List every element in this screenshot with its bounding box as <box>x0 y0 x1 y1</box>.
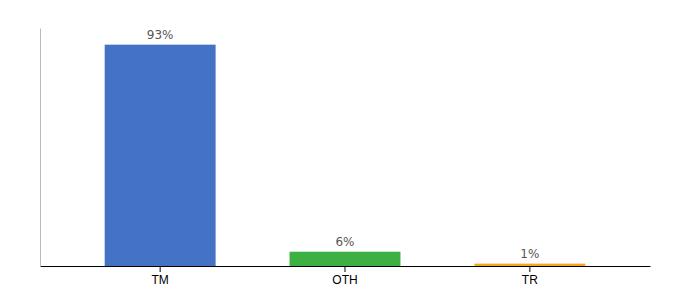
data-label: 1% <box>520 247 539 261</box>
plot-area: TM OTH TR 93% 6% 1% <box>41 28 651 287</box>
x-tick-label: OTH <box>332 273 357 287</box>
x-tick-label: TR <box>522 273 538 287</box>
x-tick-mark <box>529 266 530 272</box>
y-axis <box>40 29 41 267</box>
x-tick-mark <box>345 266 346 272</box>
x-tick-label: TM <box>151 273 168 287</box>
data-labels: 93% 6% 1% <box>147 28 540 261</box>
y-axis-line <box>40 29 41 267</box>
bar <box>105 45 216 266</box>
bar <box>290 252 401 266</box>
chart-container: TM OTH TR 93% 6% 1% <box>0 0 680 300</box>
chart-svg: TM OTH TR 93% 6% 1% <box>0 0 680 300</box>
bars <box>105 45 586 266</box>
x-axis: TM OTH TR <box>41 266 651 287</box>
data-label: 93% <box>147 28 174 42</box>
x-tick: OTH <box>332 266 357 287</box>
x-tick: TR <box>522 266 538 287</box>
x-tick: TM <box>151 266 168 287</box>
x-tick-mark <box>160 266 161 272</box>
data-label: 6% <box>335 235 354 249</box>
bar <box>474 264 585 266</box>
